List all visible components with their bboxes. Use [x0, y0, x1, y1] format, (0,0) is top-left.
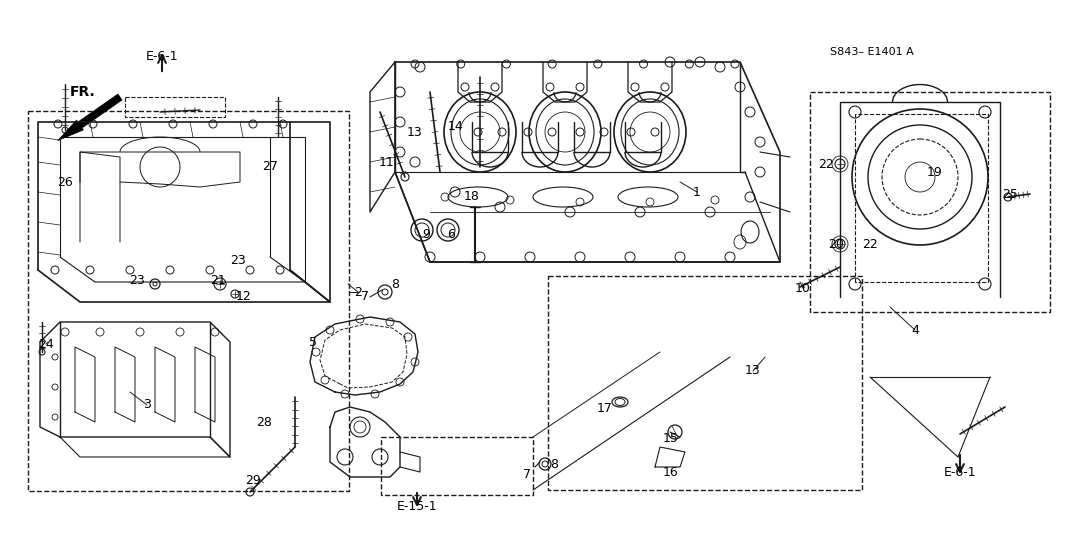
Text: 11: 11: [379, 156, 395, 168]
Text: 10: 10: [795, 282, 811, 295]
Text: 15: 15: [663, 433, 679, 445]
Text: 29: 29: [245, 474, 261, 486]
Text: 8: 8: [550, 459, 558, 471]
Text: 13: 13: [745, 364, 761, 378]
FancyArrow shape: [57, 94, 122, 141]
Text: 28: 28: [256, 416, 272, 428]
Text: 18: 18: [464, 190, 480, 204]
Text: 3: 3: [143, 399, 151, 411]
Text: 20: 20: [828, 237, 843, 251]
Text: 22: 22: [819, 157, 834, 171]
Bar: [125, 97, 225, 117]
Text: E-15-1: E-15-1: [396, 501, 437, 513]
Bar: [381, 437, 534, 495]
Text: 6: 6: [447, 227, 455, 241]
Text: 4: 4: [912, 323, 919, 337]
Text: 19: 19: [927, 166, 943, 178]
Bar: [28, 111, 349, 491]
Bar: [548, 276, 862, 490]
Text: 26: 26: [57, 176, 72, 188]
Text: 1: 1: [693, 185, 701, 199]
Text: 17: 17: [597, 402, 613, 416]
Text: 12: 12: [237, 290, 252, 304]
Text: 22: 22: [862, 237, 878, 251]
Text: 13: 13: [407, 125, 423, 139]
Text: 8: 8: [391, 278, 399, 290]
Text: E-6-1: E-6-1: [944, 465, 976, 479]
Bar: [810, 92, 1050, 312]
Text: 2: 2: [354, 285, 362, 299]
Text: 27: 27: [262, 161, 278, 173]
Text: 14: 14: [448, 119, 464, 132]
Text: 23: 23: [130, 274, 145, 288]
Text: 5: 5: [309, 336, 318, 348]
Text: 25: 25: [1002, 188, 1018, 200]
Text: 9: 9: [422, 227, 430, 241]
Text: 16: 16: [663, 466, 679, 480]
Text: 7: 7: [361, 289, 369, 302]
Text: E-6-1: E-6-1: [146, 50, 178, 62]
Text: 21: 21: [211, 273, 226, 286]
Text: 23: 23: [230, 253, 246, 267]
Text: 7: 7: [523, 468, 531, 480]
Text: FR.: FR.: [70, 85, 96, 99]
Text: 24: 24: [38, 337, 54, 351]
Text: S843– E1401 A: S843– E1401 A: [831, 47, 914, 57]
